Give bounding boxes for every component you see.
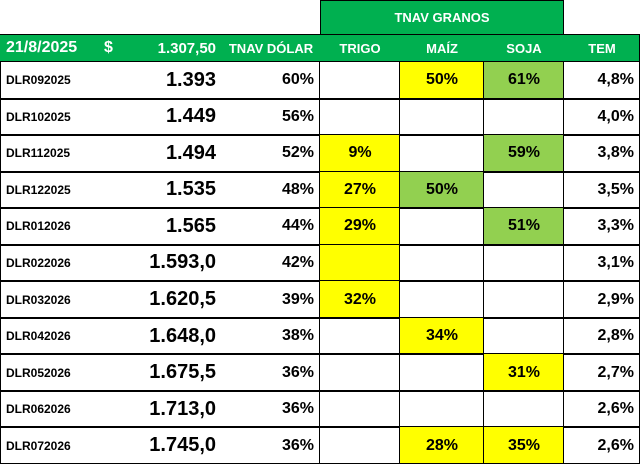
price: 1.449 <box>165 105 216 128</box>
tem: 2,7% <box>597 363 634 381</box>
header-bg <box>0 34 640 62</box>
ticker: DLR032026 <box>6 292 71 307</box>
grid-line <box>0 134 640 136</box>
ticker: DLR022026 <box>6 255 71 270</box>
grain-tnav: 27% <box>320 171 400 209</box>
column-header: TNAV DÓLAR <box>228 40 314 56</box>
tem: 3,5% <box>597 180 634 198</box>
price: 1.620,5 <box>149 288 216 311</box>
ticker: DLR122025 <box>6 182 71 197</box>
grid-line <box>399 62 400 464</box>
tem: 4,0% <box>597 107 634 125</box>
column-header: TEM <box>588 40 616 56</box>
price: 1.393 <box>165 68 216 91</box>
grain-tnav: 61% <box>484 62 564 99</box>
price: 1.648,0 <box>149 324 216 347</box>
column-header: SOJA <box>506 40 542 56</box>
grid-line <box>0 353 640 355</box>
grid-line <box>0 207 640 209</box>
tnav-dolar: 38% <box>281 327 314 345</box>
grid-line <box>0 61 640 62</box>
grid-line <box>483 62 484 464</box>
tem: 2,9% <box>597 290 634 308</box>
price: 1.565 <box>165 214 216 237</box>
grain-tnav: 35% <box>484 427 564 464</box>
tnav-dolar: 52% <box>281 144 314 162</box>
tem: 2,6% <box>597 436 634 454</box>
grain-tnav: 50% <box>400 62 484 99</box>
tnav-dolar: 42% <box>281 253 314 271</box>
price: 1.535 <box>165 178 216 201</box>
grid-line <box>320 0 564 1</box>
tnav-dolar: 36% <box>281 436 314 454</box>
tnav-dolar: 36% <box>281 400 314 418</box>
grid-line <box>319 62 320 464</box>
grain-tnav: 34% <box>400 317 484 355</box>
tnav-dolar: 48% <box>281 180 314 198</box>
grain-tnav: 51% <box>484 208 564 245</box>
grain-tnav: 59% <box>484 135 564 172</box>
grid-line <box>0 34 640 35</box>
group-header: TNAV GRANOS <box>320 0 564 34</box>
ticker: DLR062026 <box>6 402 71 417</box>
fx-rate: 1.307,50 <box>157 39 216 57</box>
ticker: DLR102025 <box>6 109 71 124</box>
grid-line <box>0 62 1 464</box>
grain-tnav: 31% <box>484 354 564 391</box>
ticker: DLR092025 <box>6 73 71 88</box>
price: 1.745,0 <box>149 434 216 457</box>
tem: 3,1% <box>597 253 634 271</box>
grid-line <box>320 0 321 34</box>
tem: 3,8% <box>597 144 634 162</box>
grid-line <box>563 0 564 34</box>
tem: 2,8% <box>597 327 634 345</box>
price: 1.494 <box>165 141 216 164</box>
tem: 2,6% <box>597 400 634 418</box>
tem: 4,8% <box>597 71 634 89</box>
ticker: DLR042026 <box>6 329 71 344</box>
grain-tnav: 28% <box>400 427 484 464</box>
grain-tnav <box>320 244 400 282</box>
ticker: DLR112025 <box>6 146 71 161</box>
grid-line <box>0 280 640 282</box>
ticker: DLR072026 <box>6 438 71 453</box>
column-header: MAÍZ <box>426 40 458 56</box>
currency: $ <box>104 39 113 56</box>
tem: 3,3% <box>597 217 634 235</box>
date: 21/8/2025 <box>6 39 78 56</box>
grain-tnav: 9% <box>320 135 400 172</box>
tnav-dolar: 44% <box>281 217 314 235</box>
price: 1.675,5 <box>149 361 216 384</box>
grid-line <box>0 98 640 100</box>
ticker: DLR052026 <box>6 365 71 380</box>
grain-tnav: 50% <box>400 171 484 209</box>
grain-tnav: 29% <box>320 208 400 245</box>
column-header: TRIGO <box>339 40 381 56</box>
grain-tnav: 32% <box>320 281 400 318</box>
tnav-dolar: 56% <box>281 107 314 125</box>
tnav-dolar: 60% <box>281 71 314 89</box>
grid-line <box>0 426 640 428</box>
ticker: DLR012026 <box>6 219 71 234</box>
tnav-dolar: 36% <box>281 363 314 381</box>
grid-line <box>0 317 640 319</box>
grid-line <box>0 390 640 392</box>
grid-line <box>563 62 564 464</box>
tnav-dolar: 39% <box>281 290 314 308</box>
price: 1.713,0 <box>149 397 216 420</box>
price: 1.593,0 <box>149 251 216 274</box>
